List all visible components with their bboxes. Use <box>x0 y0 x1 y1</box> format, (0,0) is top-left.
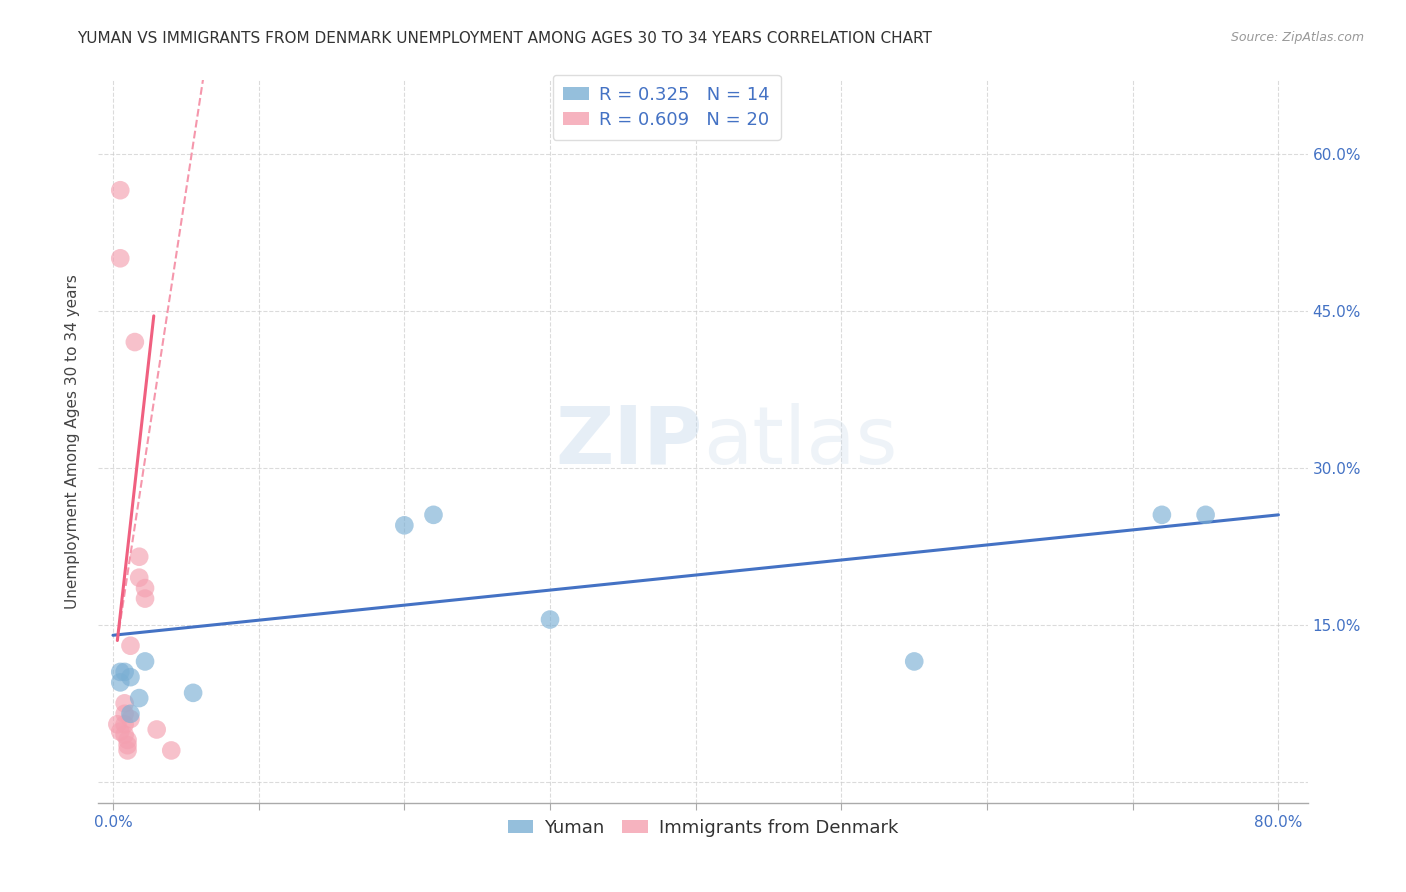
Point <box>120 639 142 653</box>
Point <box>114 696 136 710</box>
Point <box>394 518 416 533</box>
Point <box>422 508 444 522</box>
Point <box>110 183 132 197</box>
Point <box>1194 508 1216 522</box>
Point <box>114 706 136 721</box>
Point <box>1150 508 1173 522</box>
Point <box>134 655 156 669</box>
Point <box>128 549 150 564</box>
Point <box>124 334 146 349</box>
Point <box>145 723 167 737</box>
Point <box>134 591 156 606</box>
Point <box>114 717 136 731</box>
Point <box>538 613 561 627</box>
Legend: Yuman, Immigrants from Denmark: Yuman, Immigrants from Denmark <box>501 812 905 845</box>
Point <box>120 706 142 721</box>
Point <box>117 738 139 752</box>
Point <box>160 743 183 757</box>
Point <box>105 717 128 731</box>
Point <box>114 665 136 679</box>
Text: atlas: atlas <box>703 402 897 481</box>
Text: ZIP: ZIP <box>555 402 703 481</box>
Point <box>120 670 142 684</box>
Text: YUMAN VS IMMIGRANTS FROM DENMARK UNEMPLOYMENT AMONG AGES 30 TO 34 YEARS CORRELAT: YUMAN VS IMMIGRANTS FROM DENMARK UNEMPLO… <box>77 31 932 46</box>
Point <box>117 733 139 747</box>
Point <box>117 743 139 757</box>
Point <box>114 728 136 742</box>
Point <box>110 665 132 679</box>
Point <box>110 252 132 266</box>
Point <box>110 675 132 690</box>
Y-axis label: Unemployment Among Ages 30 to 34 years: Unemployment Among Ages 30 to 34 years <box>65 274 80 609</box>
Point <box>181 686 204 700</box>
Point <box>110 724 132 739</box>
Text: Source: ZipAtlas.com: Source: ZipAtlas.com <box>1230 31 1364 45</box>
Point <box>128 691 150 706</box>
Point <box>134 581 156 595</box>
Point <box>903 655 925 669</box>
Point <box>128 571 150 585</box>
Point <box>120 712 142 726</box>
